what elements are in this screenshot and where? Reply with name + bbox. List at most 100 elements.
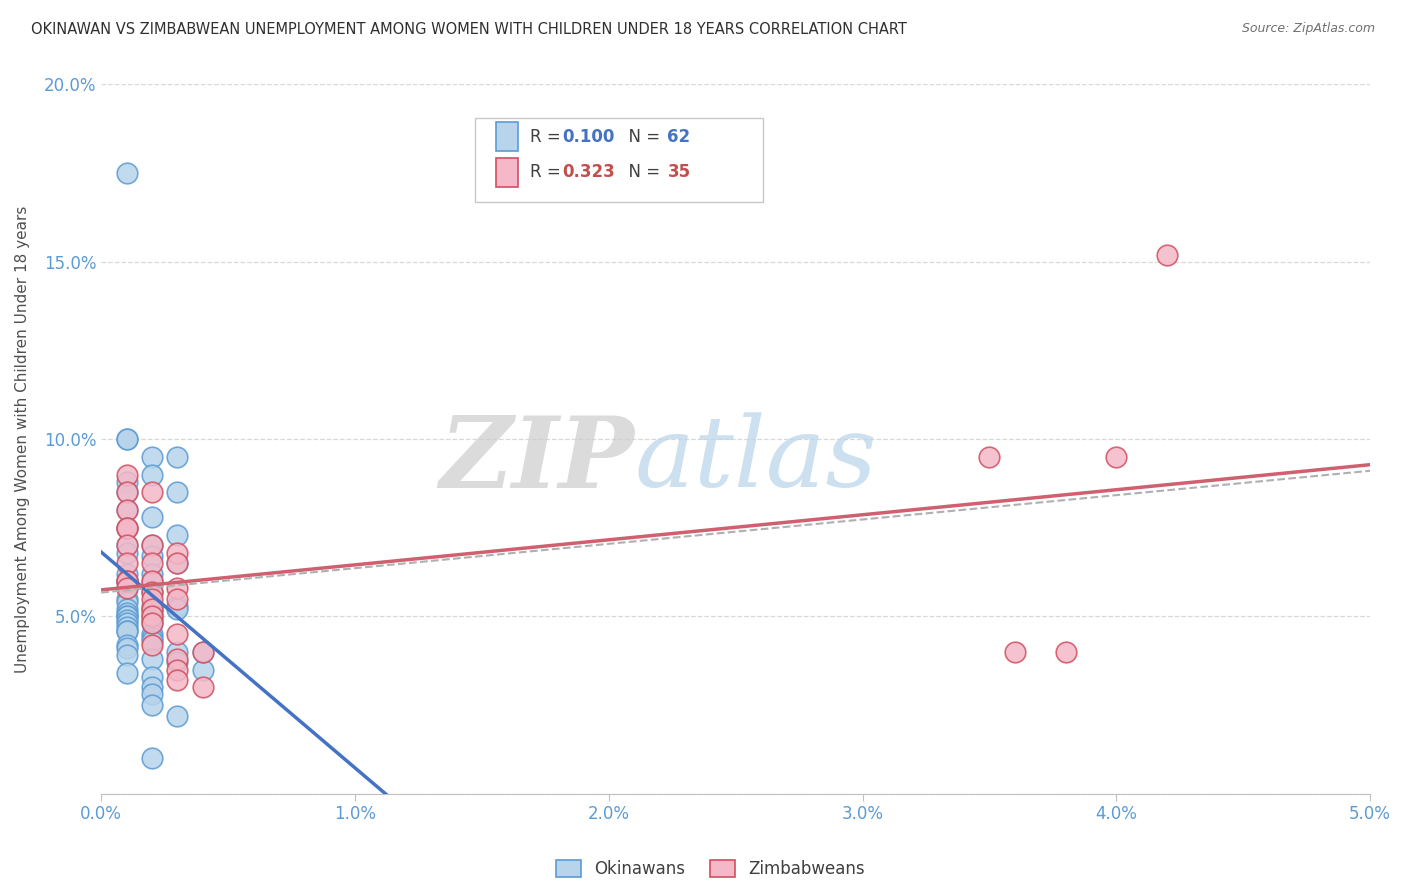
Point (141, 638, 163, 652)
Point (141, 613, 163, 627)
Text: R =: R = (530, 128, 565, 145)
Point (166, 556, 188, 570)
Point (191, 645, 214, 659)
Point (115, 566, 138, 581)
Point (115, 538, 138, 552)
Point (166, 645, 188, 659)
Point (141, 549, 163, 563)
Text: 0.323: 0.323 (562, 163, 614, 181)
Point (166, 545, 188, 559)
Point (141, 670, 163, 684)
Point (141, 681, 163, 695)
Point (115, 521, 138, 535)
Point (166, 663, 188, 677)
Text: OKINAWAN VS ZIMBABWEAN UNEMPLOYMENT AMONG WOMEN WITH CHILDREN UNDER 18 YEARS COR: OKINAWAN VS ZIMBABWEAN UNEMPLOYMENT AMON… (31, 22, 907, 37)
Point (115, 591, 138, 606)
Point (115, 545, 138, 559)
Point (115, 432, 138, 446)
Text: 0.100: 0.100 (562, 128, 614, 145)
Point (141, 599, 163, 613)
Point (141, 616, 163, 631)
Point (115, 616, 138, 631)
Point (115, 475, 138, 489)
Point (115, 609, 138, 624)
Text: N =: N = (619, 128, 665, 145)
Point (115, 620, 138, 634)
Point (115, 166, 138, 180)
Point (115, 581, 138, 595)
Point (166, 602, 188, 616)
Point (166, 556, 188, 570)
Point (166, 627, 188, 641)
Point (191, 663, 214, 677)
Point (166, 708, 188, 723)
Text: atlas: atlas (634, 413, 877, 508)
Point (115, 485, 138, 500)
Point (115, 503, 138, 517)
Point (166, 581, 188, 595)
Point (141, 634, 163, 648)
Text: 35: 35 (668, 163, 690, 181)
Point (166, 450, 188, 464)
Point (115, 432, 138, 446)
Point (115, 521, 138, 535)
Point (115, 574, 138, 588)
Point (141, 538, 163, 552)
Point (141, 609, 163, 624)
Point (141, 591, 163, 606)
Point (115, 521, 138, 535)
Point (166, 528, 188, 542)
Text: ZIP: ZIP (439, 412, 634, 508)
Point (141, 574, 163, 588)
Point (191, 645, 214, 659)
Point (115, 613, 138, 627)
Point (1004, 645, 1026, 659)
Point (141, 652, 163, 666)
Point (1105, 450, 1128, 464)
Point (141, 687, 163, 701)
Text: R =: R = (530, 163, 565, 181)
Text: N =: N = (619, 163, 665, 181)
Point (115, 624, 138, 638)
Point (979, 450, 1001, 464)
Point (141, 584, 163, 599)
Point (141, 467, 163, 482)
Legend: Okinawans, Zimbabweans: Okinawans, Zimbabweans (548, 853, 872, 885)
Text: Source: ZipAtlas.com: Source: ZipAtlas.com (1241, 22, 1375, 36)
Point (115, 641, 138, 656)
Point (166, 599, 188, 613)
Y-axis label: Unemployment Among Women with Children Under 18 years: Unemployment Among Women with Children U… (15, 205, 30, 673)
Point (141, 616, 163, 631)
Point (141, 510, 163, 524)
Point (115, 581, 138, 595)
Point (115, 609, 138, 624)
Point (115, 538, 138, 552)
Point (191, 681, 214, 695)
Point (115, 595, 138, 609)
Point (1156, 247, 1178, 261)
Point (166, 656, 188, 670)
Point (141, 556, 163, 570)
Point (115, 602, 138, 616)
Point (115, 503, 138, 517)
Point (141, 627, 163, 641)
Point (141, 602, 163, 616)
Point (141, 538, 163, 552)
Point (141, 450, 163, 464)
Point (141, 584, 163, 599)
Point (141, 574, 163, 588)
Point (115, 624, 138, 638)
Point (115, 648, 138, 663)
Point (141, 631, 163, 645)
Point (141, 485, 163, 500)
Point (166, 652, 188, 666)
Point (166, 591, 188, 606)
Point (115, 574, 138, 588)
Point (141, 606, 163, 620)
Point (166, 673, 188, 688)
Point (115, 574, 138, 588)
Point (1054, 645, 1077, 659)
Point (115, 606, 138, 620)
Point (115, 638, 138, 652)
Point (115, 556, 138, 570)
